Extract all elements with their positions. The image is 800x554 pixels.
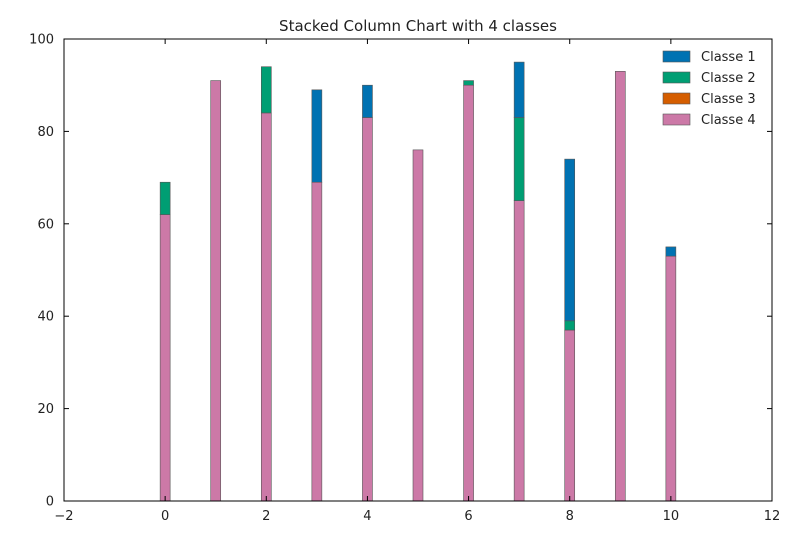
bar-classe-2-x8	[564, 320, 576, 331]
x-tick-label: 0	[161, 509, 169, 524]
legend-label-classe-4: Classe 4	[701, 113, 756, 128]
x-tick-label: 2	[262, 509, 270, 524]
legend-label-classe-3: Classe 3	[701, 92, 756, 107]
x-tick-label: −2	[54, 509, 73, 524]
plot-frame	[63, 38, 773, 502]
y-tick-label: 100	[29, 33, 54, 48]
x-tick-label: 4	[363, 509, 371, 524]
bar-classe-4-x5	[412, 149, 424, 502]
bar-classe-4-x7	[513, 200, 525, 502]
legend-label-classe-1: Classe 1	[701, 50, 756, 65]
y-tick-label: 20	[37, 402, 54, 417]
x-tick-label: 6	[464, 509, 472, 524]
bar-classe-2-x6	[463, 80, 474, 86]
chart-title: Stacked Column Chart with 4 classes	[279, 17, 557, 35]
bar-classe-4-x10	[665, 255, 677, 502]
x-tick-label: 10	[663, 509, 680, 524]
bar-classe-4-x1	[210, 80, 222, 502]
legend-swatch-classe-2	[662, 71, 691, 84]
y-tick-label: 60	[37, 217, 54, 232]
bar-classe-4-x8	[564, 329, 576, 502]
legend: Classe 1 Classe 2 Classe 3 Classe 4	[662, 50, 756, 128]
y-tick-label: 80	[37, 125, 54, 140]
bar-classe-2-x7	[513, 117, 525, 202]
bar-classe-1-x4	[362, 84, 373, 118]
bar-classe-2-x2	[260, 66, 272, 114]
bar-classe-1-x10	[665, 246, 677, 257]
legend-swatch-classe-4	[662, 113, 691, 126]
bar-classe-4-x9	[614, 71, 626, 502]
legend-swatch-classe-3	[662, 92, 691, 105]
bar-classe-1-x8	[564, 158, 576, 322]
y-tick-label: 40	[37, 310, 54, 325]
x-tick-label: 12	[764, 509, 781, 524]
bar-classe-4-x6	[463, 84, 474, 502]
bar-classe-4-x3	[311, 181, 323, 502]
bars-layer	[159, 61, 677, 502]
bar-classe-4-x0	[159, 214, 171, 502]
bar-classe-4-x2	[260, 112, 272, 502]
bar-classe-4-x4	[362, 117, 373, 502]
y-tick-label: 0	[46, 495, 54, 510]
legend-swatch-classe-1	[662, 50, 691, 63]
legend-label-classe-2: Classe 2	[701, 71, 756, 86]
x-tick-label: 8	[566, 509, 574, 524]
bar-classe-1-x3	[311, 89, 323, 183]
bar-classe-2-x0	[159, 181, 171, 215]
bar-classe-1-x7	[513, 61, 525, 118]
